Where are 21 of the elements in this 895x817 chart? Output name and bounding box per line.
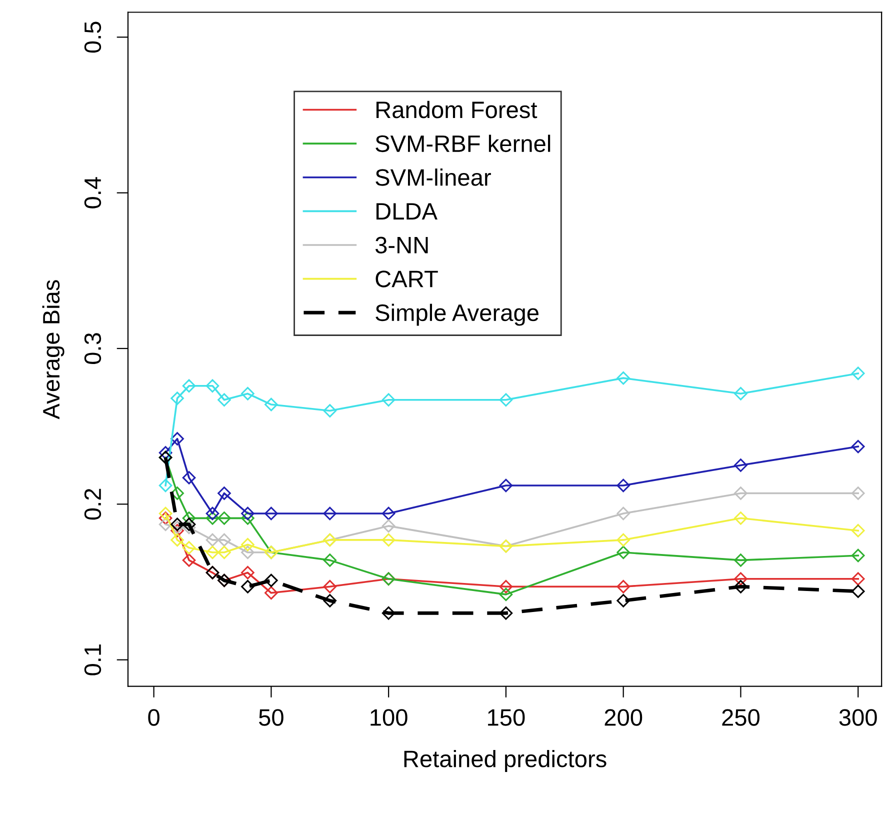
legend-label: DLDA: [376, 203, 438, 220]
y-tick-label: 0.2: [84, 488, 102, 520]
legend-label: SVM-linear: [376, 168, 491, 186]
x-axis-title: Retained predictors: [404, 750, 606, 772]
y-tick-label: 0.4: [84, 177, 102, 208]
x-tick-label: 300: [839, 709, 877, 726]
legend-label: CART: [376, 270, 438, 288]
x-tick-label: 150: [488, 709, 525, 726]
y-tick-label: 0.1: [84, 644, 102, 676]
y-axis-title: Average Bias: [42, 280, 64, 420]
x-tick-label: 0: [148, 709, 160, 726]
x-tick-label: 50: [259, 709, 284, 726]
legend-label: SVM-RBF kernel: [376, 134, 550, 152]
legend-label: Simple Average: [376, 304, 538, 326]
y-tick-label: 0.3: [84, 333, 102, 364]
x-tick-label: 200: [604, 709, 642, 726]
x-tick-label: 250: [722, 709, 760, 726]
x-tick-label: 100: [370, 709, 408, 726]
y-tick-label: 0.5: [84, 22, 102, 53]
legend-label: 3-NN: [375, 236, 428, 254]
legend-label: Random Forest: [376, 100, 538, 118]
